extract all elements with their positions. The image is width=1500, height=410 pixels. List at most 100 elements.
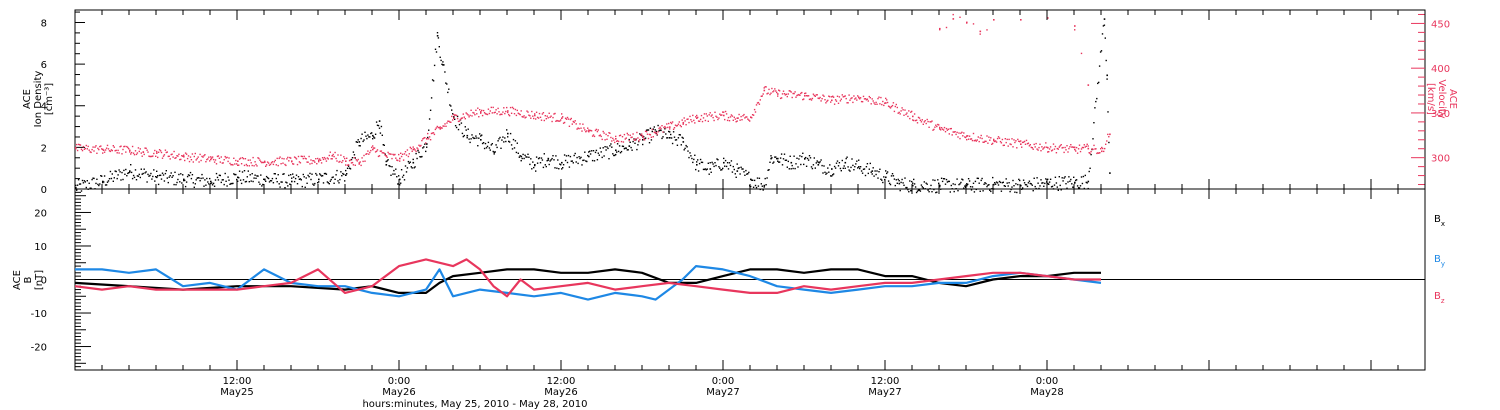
data-point xyxy=(266,161,269,163)
data-point xyxy=(1063,177,1065,179)
data-point xyxy=(911,110,913,113)
data-point xyxy=(782,90,785,92)
data-point xyxy=(129,170,131,172)
data-point xyxy=(499,114,501,116)
data-point xyxy=(1098,152,1100,154)
data-point xyxy=(792,167,794,170)
data-point xyxy=(84,181,86,183)
data-point xyxy=(593,160,596,162)
data-point xyxy=(790,168,792,170)
data-point xyxy=(758,103,761,105)
data-point xyxy=(653,126,655,128)
data-point xyxy=(197,156,199,158)
data-point xyxy=(1080,176,1083,178)
data-point xyxy=(1101,33,1104,35)
data-point xyxy=(960,132,962,134)
data-point xyxy=(843,95,845,98)
data-point xyxy=(534,113,536,115)
data-point xyxy=(139,176,141,179)
data-point xyxy=(856,99,858,101)
data-point xyxy=(730,160,733,162)
data-point xyxy=(919,119,922,121)
data-point xyxy=(513,113,516,115)
data-point xyxy=(1094,148,1096,150)
data-point xyxy=(882,100,884,103)
data-point xyxy=(1047,146,1049,149)
data-point xyxy=(189,171,192,174)
data-point xyxy=(282,162,284,164)
data-point xyxy=(538,112,541,115)
data-point xyxy=(547,157,550,160)
data-point xyxy=(581,164,583,166)
data-point xyxy=(810,166,813,168)
data-point xyxy=(265,165,267,167)
data-point xyxy=(452,119,454,121)
data-point xyxy=(392,153,394,156)
data-point xyxy=(612,137,614,140)
data-point xyxy=(407,160,410,163)
data-point xyxy=(939,29,941,31)
data-point xyxy=(766,93,768,95)
data-point xyxy=(467,114,469,116)
data-point xyxy=(621,145,624,147)
data-point xyxy=(237,160,239,162)
data-point xyxy=(305,158,307,160)
data-point xyxy=(203,185,205,187)
data-point xyxy=(430,97,433,99)
data-point xyxy=(949,191,951,193)
data-point xyxy=(690,155,692,157)
data-point xyxy=(884,102,886,104)
data-point xyxy=(717,118,719,121)
data-point xyxy=(912,182,914,184)
data-point xyxy=(338,161,340,163)
data-point xyxy=(547,159,549,161)
data-point xyxy=(1023,140,1026,143)
data-point xyxy=(185,153,188,155)
data-point xyxy=(1088,170,1090,173)
data-point xyxy=(1086,143,1088,145)
data-point xyxy=(387,159,389,161)
data-point xyxy=(564,159,567,162)
data-point xyxy=(724,165,726,167)
data-point xyxy=(924,120,926,122)
data-point xyxy=(1027,142,1030,144)
data-point xyxy=(903,184,905,186)
data-point xyxy=(631,136,633,138)
data-point xyxy=(601,138,603,141)
data-point xyxy=(715,115,717,117)
data-point xyxy=(213,185,216,187)
data-point xyxy=(628,138,630,141)
data-point xyxy=(404,151,407,153)
data-point xyxy=(309,163,311,165)
data-point xyxy=(541,159,544,161)
data-point xyxy=(937,123,939,126)
data-point xyxy=(1048,181,1051,183)
data-point xyxy=(380,125,383,128)
data-point xyxy=(1106,140,1108,142)
data-point xyxy=(626,132,628,135)
data-point xyxy=(495,144,497,146)
data-point xyxy=(611,146,613,148)
data-point xyxy=(201,173,203,176)
data-point xyxy=(290,157,292,159)
data-point xyxy=(944,183,947,185)
data-point xyxy=(909,180,911,182)
data-point xyxy=(592,150,595,152)
data-point xyxy=(637,137,639,139)
data-point xyxy=(319,159,322,161)
data-point xyxy=(848,169,850,171)
data-point xyxy=(1049,146,1052,148)
field-tick-label: -10 xyxy=(31,309,47,320)
data-point xyxy=(885,97,887,100)
data-point xyxy=(826,172,828,174)
data-point xyxy=(520,160,522,162)
data-point xyxy=(249,174,251,176)
data-point xyxy=(1071,183,1073,185)
data-point xyxy=(356,160,358,162)
data-point xyxy=(804,157,806,160)
data-point xyxy=(772,162,774,164)
data-point xyxy=(697,120,700,122)
data-point xyxy=(76,189,78,191)
data-point xyxy=(1049,178,1052,180)
data-point xyxy=(1041,146,1043,148)
